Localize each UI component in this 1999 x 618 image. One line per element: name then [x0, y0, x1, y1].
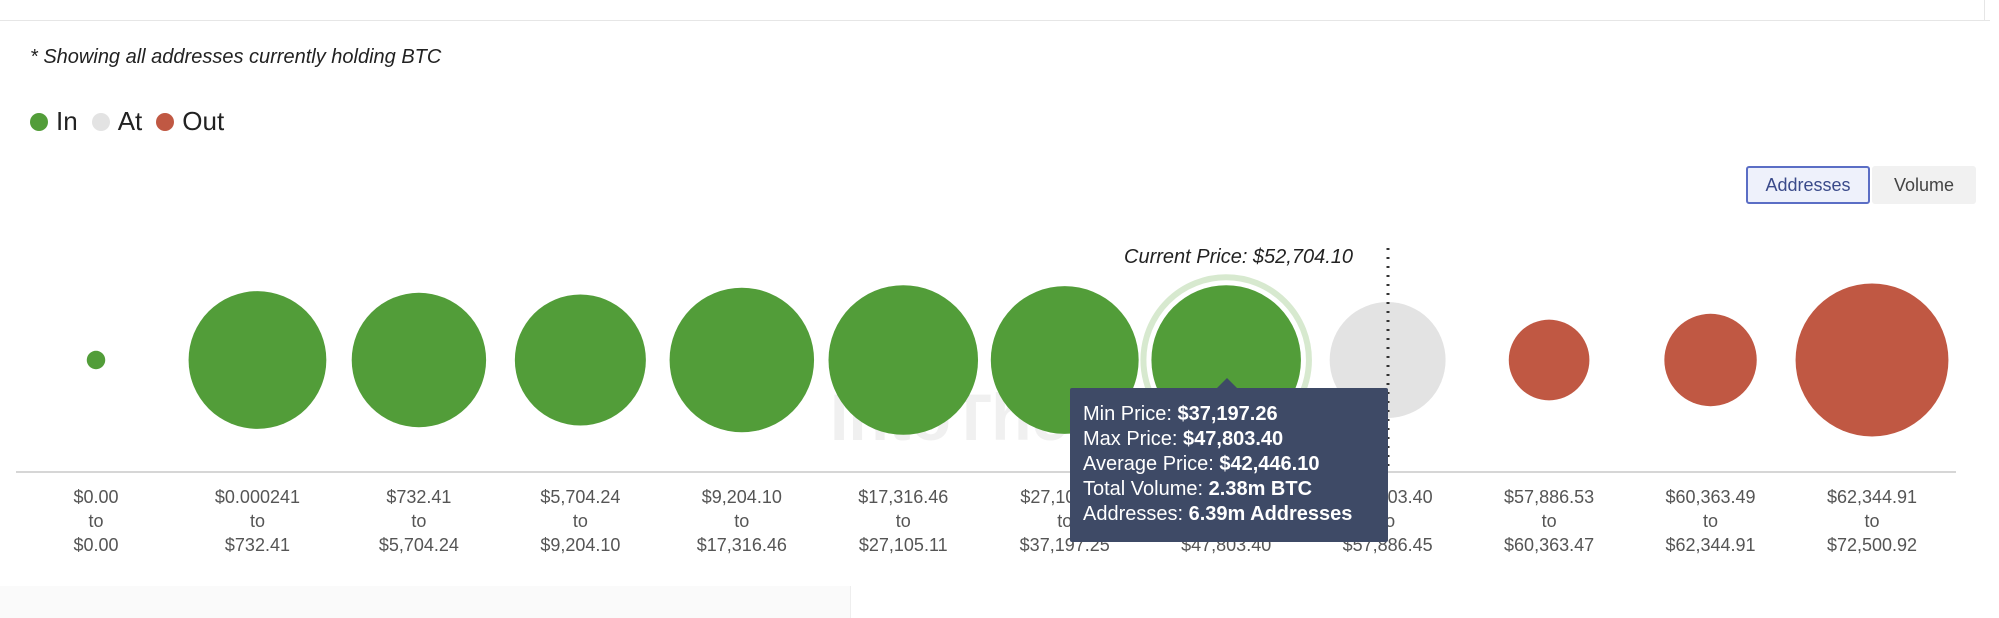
metric-toggle: Addresses Volume	[1746, 166, 1976, 204]
tooltip-addresses-value: 6.39m Addresses	[1188, 503, 1353, 525]
range-label-11-end: $62,344.91	[1665, 535, 1755, 555]
range-label-3-end: $5,704.24	[379, 535, 459, 555]
bubble-3[interactable]	[351, 292, 487, 428]
range-label-10-to: to	[1542, 511, 1557, 531]
legend-item-at[interactable]: At	[91, 106, 143, 137]
right-divider	[1984, 0, 1985, 21]
bubble-tooltip: Min Price: $37,197.26 Max Price: $47,803…	[1070, 388, 1388, 542]
range-label-5-to: to	[734, 511, 749, 531]
range-label-4-end: $9,204.10	[540, 535, 620, 555]
current-price-label: Current Price: $52,704.10	[1124, 246, 1354, 268]
range-label-11-from: $60,363.49	[1665, 487, 1755, 507]
range-label-5-from: $9,204.10	[702, 487, 782, 507]
tooltip-min-value: $37,197.26	[1177, 403, 1278, 425]
tooltip-avg-row: Average Price: $42,446.10	[1083, 452, 1376, 477]
range-label-6-end: $27,105.11	[859, 535, 948, 555]
tooltip-volume-label: Total Volume:	[1083, 478, 1204, 500]
range-label-12-end: $72,500.92	[1827, 535, 1917, 555]
legend-item-in[interactable]: In	[30, 106, 78, 137]
legend-out-label: Out	[182, 106, 225, 136]
range-label-4-from: $5,704.24	[540, 487, 620, 507]
tooltip-arrow	[1217, 378, 1237, 388]
range-label-1-end: $0.00	[73, 535, 118, 555]
range-label-2-to: to	[250, 511, 265, 531]
tooltip-max-row: Max Price: $47,803.40	[1083, 427, 1376, 452]
bubble-10[interactable]	[1508, 319, 1590, 401]
legend-in-label: In	[56, 106, 78, 136]
bubble-11[interactable]	[1664, 313, 1757, 407]
legend-at-label: At	[117, 106, 143, 136]
legend-at-dot	[91, 112, 110, 131]
bubble-5[interactable]	[669, 287, 815, 433]
range-label-12-from: $62,344.91	[1827, 487, 1917, 507]
range-label-12-to: to	[1864, 511, 1879, 531]
legend-in-dot	[30, 112, 48, 131]
addresses-toggle-button[interactable]: Addresses	[1746, 166, 1870, 204]
range-label-7-to: to	[1057, 511, 1072, 531]
range-label-3-to: to	[411, 511, 426, 531]
range-label-4-to: to	[573, 511, 588, 531]
bottom-divider	[850, 586, 851, 618]
legend-out-dot	[156, 112, 175, 131]
tooltip-max-value: $47,803.40	[1183, 428, 1284, 450]
tooltip-avg-label: Average Price:	[1083, 453, 1214, 475]
bubble-4[interactable]	[514, 294, 646, 426]
bubble-2[interactable]	[188, 291, 327, 429]
range-label-10-end: $60,363.47	[1504, 535, 1594, 555]
tooltip-min-label: Min Price:	[1083, 403, 1172, 425]
legend: In At Out	[30, 106, 238, 137]
range-label-10-from: $57,886.53	[1504, 487, 1594, 507]
range-label-6-to: to	[896, 511, 911, 531]
bubble-6[interactable]	[828, 285, 979, 435]
range-label-1-from: $0.00	[73, 487, 118, 507]
range-label-2-from: $0.000241	[215, 487, 300, 507]
holdings-note: * Showing all addresses currently holdin…	[30, 46, 442, 68]
range-label-1-to: to	[88, 511, 103, 531]
tooltip-addresses-row: Addresses: 6.39m Addresses	[1083, 502, 1376, 527]
range-label-5-end: $17,316.46	[697, 535, 787, 555]
range-label-2-end: $732.41	[225, 535, 290, 555]
tooltip-min-row: Min Price: $37,197.26	[1083, 402, 1376, 427]
bottom-strip	[0, 586, 850, 618]
top-divider	[0, 20, 1990, 21]
bubble-1[interactable]	[86, 350, 106, 370]
tooltip-volume-row: Total Volume: 2.38m BTC	[1083, 477, 1376, 502]
legend-item-out[interactable]: Out	[156, 106, 224, 137]
tooltip-avg-value: $42,446.10	[1219, 453, 1320, 475]
tooltip-volume-value: 2.38m BTC	[1208, 478, 1313, 500]
volume-toggle-button[interactable]: Volume	[1872, 166, 1976, 204]
range-label-6-from: $17,316.46	[858, 487, 948, 507]
tooltip-addresses-label: Addresses:	[1083, 503, 1184, 525]
bubble-12[interactable]	[1795, 283, 1949, 437]
range-label-11-to: to	[1703, 511, 1718, 531]
tooltip-max-label: Max Price:	[1083, 428, 1178, 450]
range-label-3-from: $732.41	[386, 487, 451, 507]
